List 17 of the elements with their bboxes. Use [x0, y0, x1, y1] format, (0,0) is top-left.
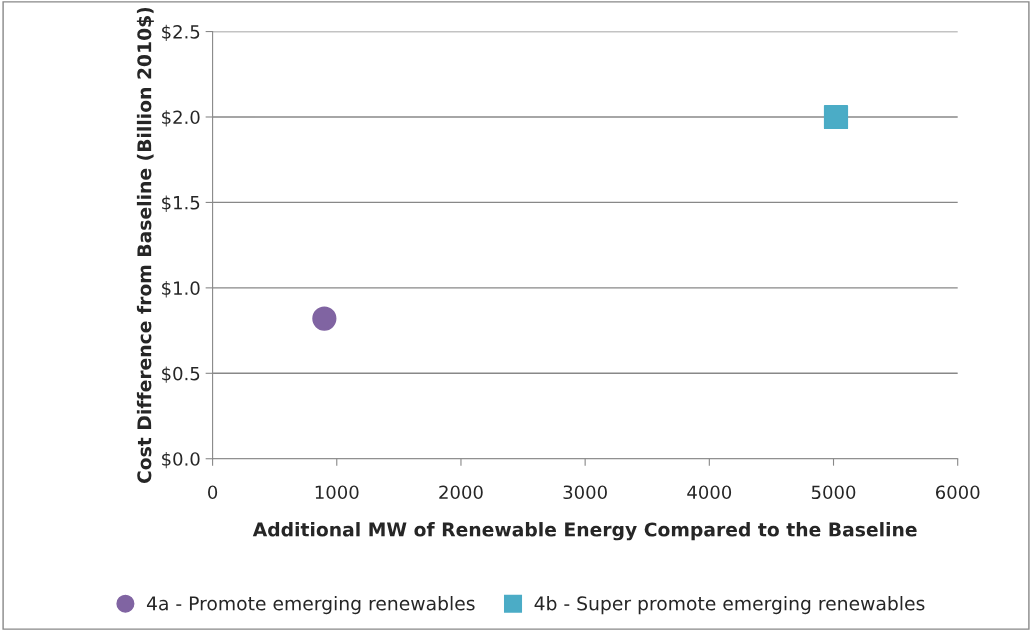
y-tick-label: $2.0 [162, 110, 200, 127]
x-tick-label: 1000 [315, 485, 359, 500]
y-tick-label: $1.5 [162, 195, 200, 212]
y-tick-label: $0.0 [162, 451, 200, 469]
legend-label: 4b - Super promote emerging renewables [534, 595, 925, 615]
x-tick-label: 6000 [935, 485, 980, 500]
x-tick-label: 0 [208, 485, 218, 500]
x-tick-label: 4000 [687, 485, 732, 500]
x-axis-title: Additional MW of Renewable Energy Compared to the Baseline [252, 522, 917, 541]
legend-label: 4a - Promote emerging renewables [146, 595, 475, 615]
x-tick-label: 2000 [439, 485, 483, 500]
y-axis-title: Cost Difference from Baseline (Billion 2010$) [136, 7, 154, 484]
y-tick-label: $0.5 [162, 366, 200, 383]
x-tick-label: 3000 [563, 485, 607, 500]
y-tick-label: $1.0 [162, 281, 200, 298]
x-tick-label: 5000 [811, 485, 856, 500]
y-tick-label: $2.5 [162, 24, 200, 42]
